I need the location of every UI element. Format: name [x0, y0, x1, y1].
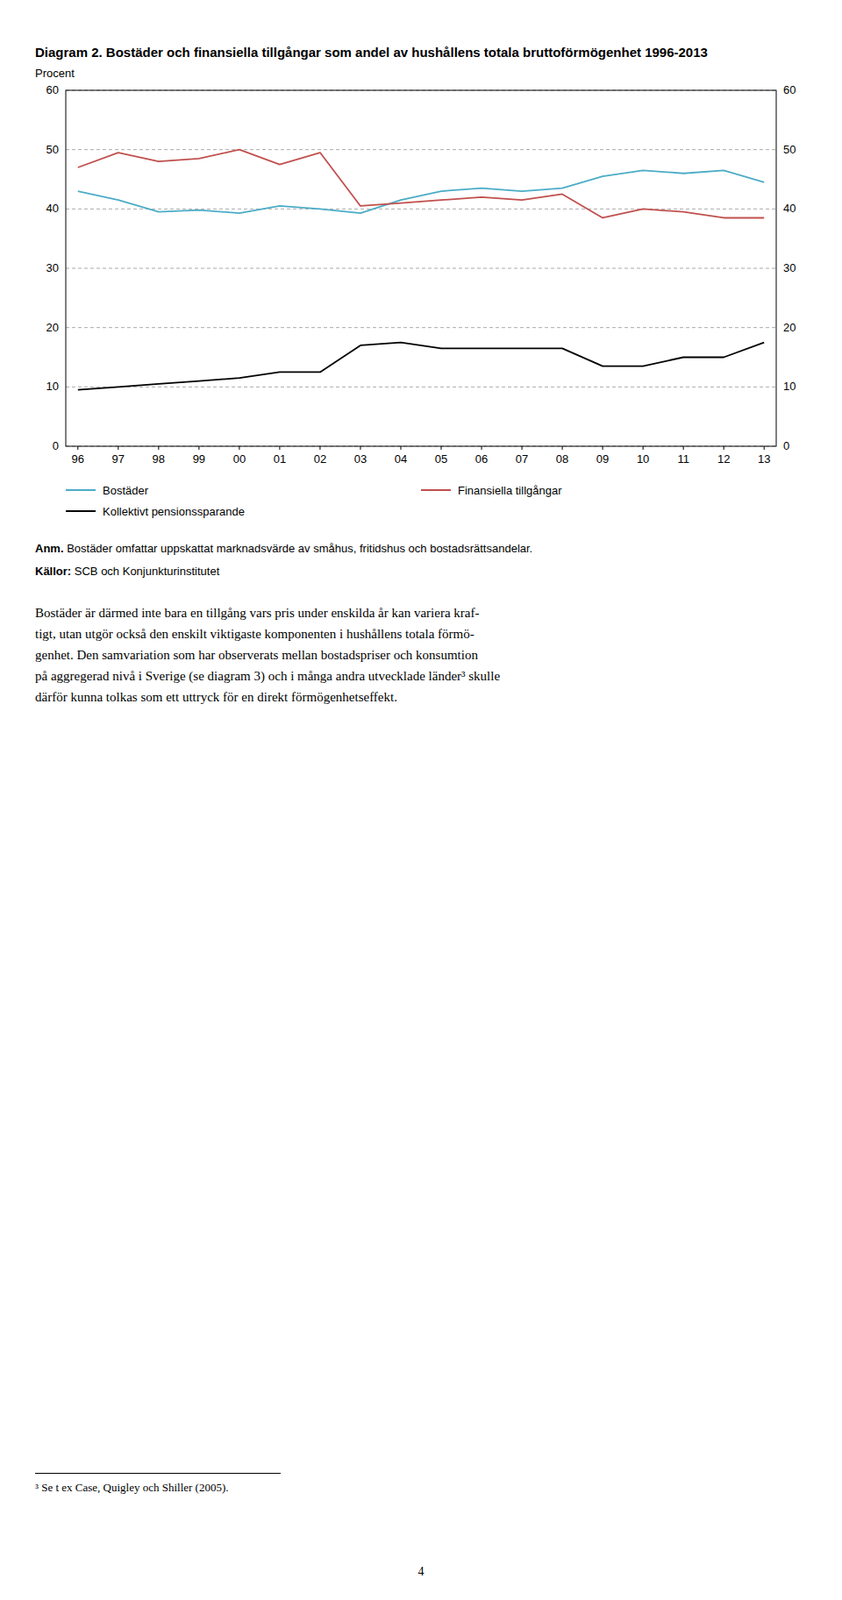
grid-line	[65, 268, 777, 270]
legend-item: Kollektivt pensionssparande	[65, 500, 421, 522]
notes: Anm. Bostäder omfattar uppskattat markna…	[35, 541, 807, 580]
legend-label: Bostäder	[102, 484, 149, 498]
y2-tick-label: 10	[783, 379, 796, 393]
body-line: på aggregerad nivå i Sverige (se diagram…	[35, 665, 807, 687]
x-tick-label: 12	[717, 452, 730, 466]
page-number: 4	[0, 1565, 842, 1580]
x-tick	[77, 446, 79, 450]
x-tick-label: 02	[313, 452, 327, 466]
footnote-separator	[35, 1473, 281, 1475]
x-tick	[319, 446, 321, 450]
x-tick-label: 08	[556, 452, 569, 466]
y2-tick-label: 0	[783, 439, 790, 453]
note-label: Anm.	[35, 542, 65, 556]
legend: Bostäder Finansiella tillgångar Kollektivt…	[65, 479, 777, 522]
x-tick	[723, 446, 725, 450]
x-tick-label: 99	[192, 452, 206, 466]
legend-item: Bostäder	[65, 479, 421, 501]
legend-swatch	[65, 489, 96, 492]
footnote: ³ Se t ex Case, Quigley och Shiller (200…	[35, 1481, 807, 1496]
grid-line	[65, 149, 777, 150]
x-tick	[117, 446, 119, 450]
note-text: SCB och Konjunkturinstitutet	[74, 564, 220, 578]
x-tick	[521, 446, 523, 450]
y-tick-label: 10	[46, 379, 59, 393]
x-tick	[238, 446, 240, 450]
y-tick-label: 50	[46, 142, 59, 157]
lines	[78, 149, 764, 391]
y-tick-label: 40	[46, 201, 59, 215]
x-tick	[763, 446, 765, 450]
body-line: genhet. Den samvariation som har observe…	[35, 644, 807, 666]
plot-frame	[65, 90, 777, 447]
x-tick-label: 10	[636, 452, 650, 466]
x-tick-label: 97	[112, 452, 125, 466]
x-tick-label: 00	[233, 452, 246, 466]
body-line: Bostäder är därmed inte bara en tillgång…	[35, 602, 807, 624]
x-tick	[441, 446, 443, 450]
grid-line	[65, 208, 777, 210]
legend-label: Finansiella tillgångar	[457, 484, 563, 498]
footnote-area: ³ Se t ex Case, Quigley och Shiller (200…	[35, 1473, 807, 1496]
legend-swatch	[65, 510, 96, 513]
y2-tick-label: 30	[783, 261, 796, 275]
x-tick-label: 13	[757, 452, 771, 466]
note-text: Bostäder omfattar uppskattat marknadsvär…	[66, 542, 533, 556]
x-tick-label: 04	[394, 452, 407, 466]
y2-tick-label: 20	[783, 321, 796, 335]
note: Källor: SCB och Konjunkturinstitutet	[35, 563, 807, 580]
x-tick	[157, 446, 159, 450]
y-axis-label: Procent	[35, 66, 807, 80]
x-tick-label: 11	[677, 452, 690, 466]
x-tick-label: 06	[475, 452, 488, 466]
series-line	[78, 149, 764, 219]
x-tick	[198, 446, 200, 450]
chart: 0 10 20 30 40 50 60 0 10 20 30 40 50 60 96 97 98 99 00 01 02…	[35, 79, 807, 475]
note-label: Källor:	[35, 564, 72, 578]
series-line	[78, 342, 764, 391]
legend-label: Kollektivt pensionssparande	[102, 505, 245, 519]
note: Anm. Bostäder omfattar uppskattat markna…	[35, 541, 807, 557]
x-tick-label: 05	[435, 452, 448, 466]
legend-item: Finansiella tillgångar	[421, 479, 777, 501]
grid-line	[65, 327, 777, 329]
x-tick-label: 96	[71, 452, 85, 466]
x-tick-label: 09	[596, 452, 609, 466]
y-tick-label: 60	[46, 83, 59, 97]
legend-swatch	[421, 489, 451, 492]
x-tick-label: 03	[354, 452, 367, 466]
grid	[65, 90, 777, 447]
y2-tick-label: 40	[783, 201, 796, 215]
y2-tick-label: 50	[783, 142, 796, 157]
x-tick	[359, 446, 361, 450]
body-line: tigt, utan utgör också den enskilt vikti…	[35, 623, 807, 645]
y-tick-label: 20	[46, 321, 59, 335]
x-tick	[683, 446, 685, 450]
page: Diagram 2. Bostäder och finansiella till…	[35, 43, 807, 708]
x-tick-label: 07	[515, 452, 529, 466]
x-tick	[481, 446, 483, 450]
y-tick-label: 30	[46, 261, 59, 275]
x-tick	[399, 446, 401, 450]
title: Diagram 2. Bostäder och finansiella till…	[35, 43, 807, 62]
x-tick-label: 98	[152, 452, 165, 466]
x-tick	[278, 446, 280, 450]
series-line	[78, 170, 764, 214]
x-tick	[642, 446, 644, 450]
y-tick-label: 0	[52, 439, 59, 453]
x-tick	[562, 446, 564, 450]
x-tick-label: 01	[273, 452, 286, 466]
grid-line	[65, 386, 777, 388]
body-line: därför kunna tolkas som ett uttryck för …	[35, 686, 807, 708]
body-text: Bostäder är därmed inte bara en tillgång…	[35, 602, 807, 708]
y2-tick-label: 60	[783, 83, 796, 97]
x-tick	[602, 446, 604, 450]
